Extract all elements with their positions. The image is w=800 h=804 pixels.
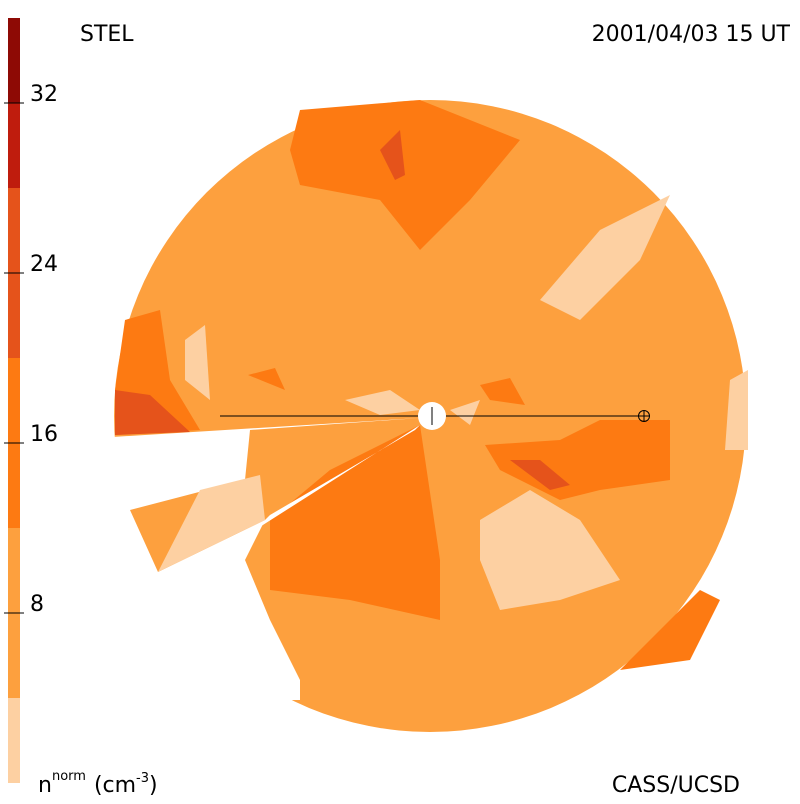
- label-unit-sup: -3: [136, 771, 149, 786]
- density-map: [100, 100, 748, 732]
- dense-region: [485, 420, 670, 500]
- colorbar-tick-label: 32: [30, 82, 58, 107]
- sparse-region: [185, 325, 210, 400]
- timestamp: 2001/04/03 15 UT: [592, 22, 791, 47]
- data-gap: [100, 418, 420, 700]
- colorbar-label: nnorm (cm-3): [38, 769, 158, 798]
- credit: CASS/UCSD: [612, 773, 740, 798]
- colorbar-band: [8, 698, 20, 783]
- dense-core: [380, 130, 405, 180]
- colorbar: 8 16 24 32: [4, 18, 58, 783]
- sparse-region: [480, 490, 620, 610]
- dense-core: [510, 460, 570, 490]
- sparse-region: [540, 195, 670, 320]
- label-sup: norm: [52, 769, 86, 784]
- dense-core: [115, 390, 190, 435]
- colorbar-tick-label: 24: [30, 252, 58, 277]
- sparse-region: [725, 370, 748, 450]
- label-base: n: [38, 773, 52, 798]
- title: STEL: [80, 22, 134, 47]
- sparse-region: [345, 390, 480, 425]
- dense-region: [620, 590, 720, 670]
- colorbar-band: [8, 103, 20, 188]
- data-gap: [255, 425, 420, 530]
- colorbar-band: [8, 18, 20, 103]
- earth: [638, 410, 650, 422]
- label-close: ): [149, 773, 158, 798]
- colorbar-tick-label: 8: [30, 592, 44, 617]
- colorbar-tick-label: 16: [30, 422, 58, 447]
- label-unit: (cm: [94, 773, 136, 798]
- dense-region: [270, 425, 440, 620]
- dense-region: [248, 368, 525, 405]
- sparse-region: [158, 475, 265, 572]
